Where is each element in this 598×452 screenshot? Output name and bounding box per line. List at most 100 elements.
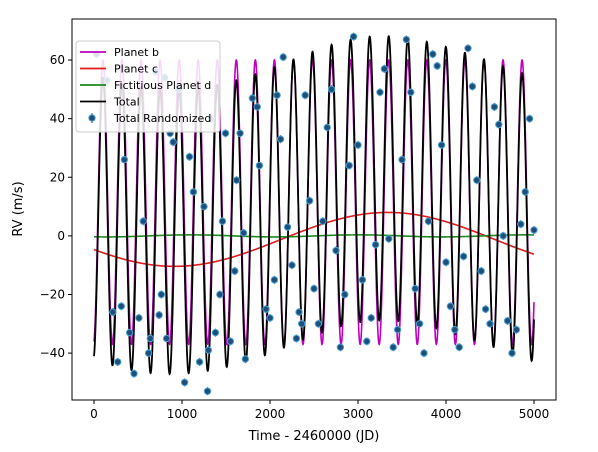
data-point [218,217,227,225]
data-point [407,88,415,96]
y-tick-label: 60 [50,53,65,67]
data-point [270,276,279,284]
data-point [411,284,419,293]
data-point [231,267,239,275]
data-point [468,82,477,91]
x-tick-label: 0 [90,407,98,421]
data-point [157,290,166,299]
data-point [236,129,244,138]
plot-area [92,32,538,396]
data-point [477,267,485,275]
data-point [283,223,292,231]
data-point [336,343,345,351]
data-point [415,320,424,328]
data-point [319,217,327,225]
data-point [239,229,248,237]
legend: Planet b Planet c Fictitious Planet d Total… [75,40,221,133]
data-point [499,232,507,240]
series-line-fictitious-planet-d [94,234,535,238]
data-point [226,337,235,346]
data-point [385,235,393,243]
data-point [517,220,525,228]
data-point [503,317,512,325]
x-tick-label: 5000 [519,407,550,421]
data-point [512,325,521,334]
data-point [279,53,287,61]
data-point [292,334,301,343]
data-point [262,305,270,313]
axes-frame [71,18,557,401]
x-tick-label: 1000 [167,407,198,421]
data-point [521,188,529,196]
data-point [376,88,384,96]
data-point [310,284,318,293]
data-point [203,387,212,395]
legend-label: Fictitious Planet d [114,79,211,92]
data-point [266,314,274,322]
data-point [389,343,397,351]
data-point [371,240,380,249]
y-tick-label: −20 [40,287,65,301]
data-point [120,155,129,164]
data-point [481,305,490,313]
data-point [380,65,389,73]
data-point [464,44,472,53]
data-point [195,358,204,366]
data-point [437,141,446,149]
data-point [530,226,538,234]
data-point [402,35,411,44]
x-tick-label: 3000 [343,407,374,421]
data-point [125,328,134,337]
data-point [232,176,241,184]
data-point [169,138,177,146]
data-point [221,129,230,138]
data-point [146,334,155,343]
data-point [162,334,171,343]
data-point [297,320,306,328]
data-point [358,276,367,284]
data-point [398,155,406,164]
data-point [341,290,349,299]
x-axis-label: Time - 2460000 (JD) [248,429,380,444]
data-point [211,328,220,337]
data-point [255,161,264,170]
data-point [273,91,281,99]
data-point [332,246,340,255]
y-tick-label: 20 [50,170,65,184]
data-point [451,325,459,334]
data-point [189,188,198,196]
data-point [393,325,402,334]
data-point [200,202,208,211]
legend-label: Total [113,96,140,109]
data-point [367,314,375,322]
data-point [455,343,463,351]
data-point [135,314,143,322]
data-point [345,161,353,170]
y-tick-label: 40 [50,112,65,126]
data-point [185,153,194,161]
data-point [305,197,314,205]
y-tick-label: 0 [57,229,65,243]
data-point [295,308,303,316]
data-point [525,114,534,123]
legend-label: Planet b [114,46,159,59]
data-point [442,258,450,266]
legend-box [75,40,221,133]
data-point [253,103,261,111]
x-tick-label: 2000 [255,407,286,421]
legend-label: Planet c [114,63,158,76]
data-point [139,217,147,225]
data-point [314,320,323,328]
data-point [495,120,503,129]
data-point [473,176,481,184]
data-point [327,85,336,94]
data-point [114,358,122,366]
data-point [459,252,468,261]
legend-marker-point [88,114,96,122]
data-point [288,261,296,269]
data-point [301,91,309,99]
data-point [508,349,516,357]
data-point [446,302,455,310]
data-point [248,94,257,102]
